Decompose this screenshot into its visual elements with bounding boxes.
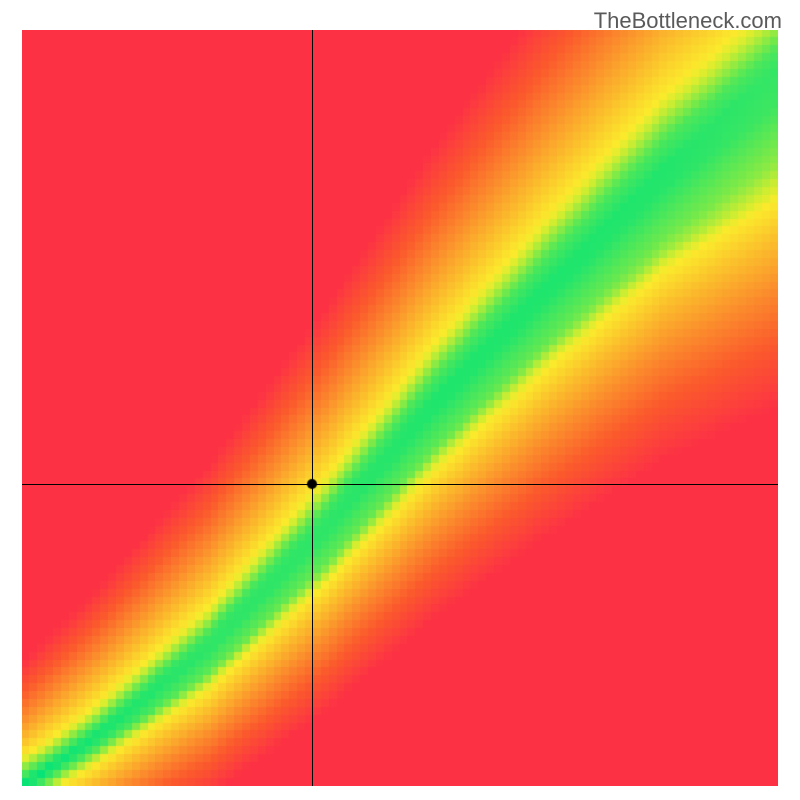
crosshair-horizontal bbox=[22, 484, 778, 485]
chart-container: TheBottleneck.com bbox=[0, 0, 800, 800]
crosshair-marker bbox=[306, 478, 318, 490]
watermark-text: TheBottleneck.com bbox=[594, 8, 782, 34]
bottleneck-heatmap bbox=[22, 30, 778, 786]
crosshair-vertical bbox=[312, 30, 313, 786]
